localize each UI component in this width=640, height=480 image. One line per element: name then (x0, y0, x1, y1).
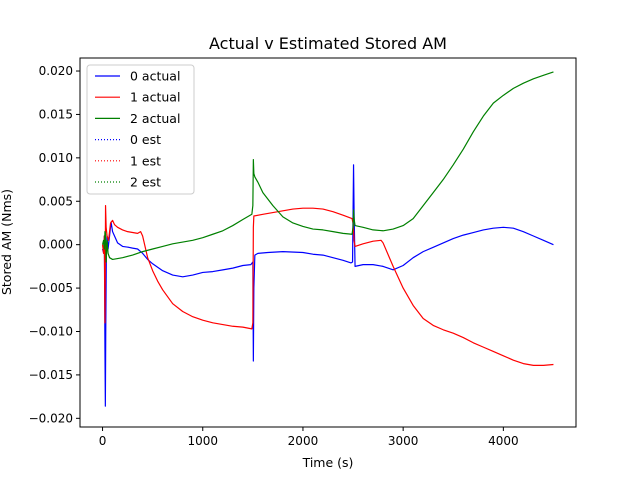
legend: 0 actual 1 actual 2 actual 0 est 1 est 2 est (86, 64, 195, 195)
y-tick-label: −0.015 (29, 368, 73, 382)
legend-label: 1 est (130, 153, 161, 168)
x-tick-label: 1000 (187, 434, 218, 448)
series-line-0-actual (101, 164, 554, 407)
legend-label: 2 est (130, 175, 161, 190)
x-axis-ticks: 0 1000 2000 3000 4000 (99, 427, 519, 448)
series-layer (101, 71, 554, 407)
y-axis-ticks: −0.020 −0.015 −0.010 −0.005 0.000 0.005 0.010 0… (29, 64, 80, 425)
x-axis-label: Time (s) (302, 455, 354, 470)
legend-label: 0 est (130, 132, 161, 147)
y-tick-label: −0.005 (29, 281, 73, 295)
legend-label: 1 actual (130, 90, 180, 105)
y-tick-label: 0.015 (39, 107, 73, 121)
y-tick-label: −0.010 (29, 324, 73, 338)
x-tick-label: 0 (99, 434, 107, 448)
plot-frame (79, 57, 577, 428)
x-tick-label: 2000 (288, 434, 319, 448)
legend-label: 0 actual (130, 69, 180, 84)
y-tick-label: 0.005 (39, 194, 73, 208)
series-line-2-actual (101, 71, 554, 263)
y-axis-label: Stored AM (Nms) (0, 189, 14, 295)
y-tick-label: 0.000 (39, 238, 73, 252)
legend-label: 2 actual (130, 111, 180, 126)
legend-items: 0 actual 1 actual 2 actual 0 est 1 est 2 est (95, 69, 180, 190)
x-tick-label: 4000 (488, 434, 519, 448)
y-tick-label: 0.020 (39, 64, 73, 78)
chart-title: Actual v Estimated Stored AM (209, 34, 447, 53)
series-line-1-actual (101, 205, 554, 366)
y-tick-label: 0.010 (39, 151, 73, 165)
y-tick-label: −0.020 (29, 411, 73, 425)
x-tick-label: 3000 (388, 434, 419, 448)
